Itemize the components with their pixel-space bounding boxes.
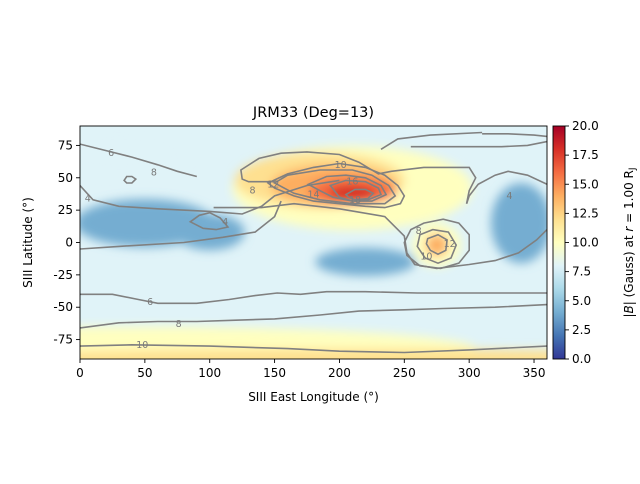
contour-line <box>329 179 383 202</box>
contour-line <box>403 218 470 270</box>
plot-area: 6 8 4 8 4 10 12 14 16 18 8 10 12 4 6 8 10 <box>79 125 548 360</box>
contour-line <box>188 211 230 231</box>
x-axis: 0 50 100 150 200 250 300 350 <box>76 359 545 380</box>
contour-label: 6 <box>108 148 114 159</box>
contour-line <box>306 174 388 202</box>
contour-label: 12 <box>267 179 279 190</box>
contour-line <box>416 228 458 265</box>
chart-title: JRM33 (Deg=13) <box>252 105 374 121</box>
colorbar-tick-label: 5.0 <box>572 294 591 308</box>
contour-label: 10 <box>335 160 347 171</box>
x-tick-label: 100 <box>198 366 221 380</box>
colorbar-gradient <box>552 125 566 360</box>
colorbar: 0.0 2.5 5.0 7.5 10.0 12.5 15.0 17.5 20.0 |B| (Ga… <box>552 119 638 366</box>
contour-line <box>344 188 375 201</box>
y-tick-label: 50 <box>58 171 73 185</box>
contour-line <box>80 303 547 329</box>
contour-line <box>123 175 138 184</box>
contour-label: 10 <box>136 340 148 351</box>
colorbar-tick-label: 12.5 <box>572 206 599 220</box>
contour-label: 10 <box>420 252 432 263</box>
contour-line <box>380 131 483 150</box>
y-axis-label: SIII Latitude (°) <box>21 197 35 288</box>
y-tick-label: -50 <box>53 300 73 314</box>
x-tick-label: 200 <box>328 366 351 380</box>
contour-label: 8 <box>151 168 157 179</box>
contour-label: 14 <box>307 190 319 201</box>
x-tick-label: 50 <box>137 366 152 380</box>
contour-label: 8 <box>176 319 182 330</box>
contour-line <box>80 343 547 354</box>
contour-label: 18 <box>349 195 361 206</box>
x-tick-label: 350 <box>523 366 546 380</box>
colorbar-tick-label: 15.0 <box>572 177 599 191</box>
x-tick-label: 0 <box>76 366 84 380</box>
colorbar-tick-label: 0.0 <box>572 352 591 366</box>
x-tick-label: 250 <box>393 366 416 380</box>
x-tick-label: 300 <box>458 366 481 380</box>
field-contours <box>80 131 547 354</box>
contour-line <box>465 170 547 204</box>
contour-line <box>410 140 547 148</box>
contour-label: 4 <box>85 194 91 205</box>
x-tick-label: 150 <box>263 366 286 380</box>
colorbar-label: |B| (Gauss) at r = 1.00 RJ <box>622 167 638 317</box>
contour-line <box>425 233 448 256</box>
contour-labels: 6 8 4 8 4 10 12 14 16 18 8 10 12 4 6 8 10 <box>85 148 513 351</box>
y-tick-label: 25 <box>58 203 73 217</box>
x-axis-label: SIII East Longitude (°) <box>248 390 379 404</box>
contour-line <box>80 290 547 305</box>
y-tick-label: 0 <box>65 236 73 250</box>
contour-line <box>272 169 397 205</box>
colorbar-tick-label: 2.5 <box>572 323 591 337</box>
contour-label: 4 <box>506 191 512 202</box>
contour-line <box>266 162 406 209</box>
central-low-region <box>315 247 416 276</box>
contour-line <box>482 133 547 138</box>
y-axis: 75 50 25 0 -25 -50 -75 <box>53 138 80 347</box>
contour-label: 6 <box>147 297 153 308</box>
contour-label: 8 <box>249 186 255 197</box>
colorbar-tick-label: 20.0 <box>572 119 599 133</box>
contour-label: 4 <box>222 217 228 228</box>
north-west-region <box>80 129 189 174</box>
colorbar-tick-label: 10.0 <box>572 236 599 250</box>
y-tick-label: -75 <box>53 333 73 347</box>
contour-label: 16 <box>346 177 358 188</box>
colorbar-ticks: 0.0 2.5 5.0 7.5 10.0 12.5 15.0 17.5 20.0 <box>565 119 599 366</box>
west-minimum <box>174 214 245 251</box>
contour-label: 12 <box>444 239 456 250</box>
contour-line <box>80 200 282 250</box>
colorbar-tick-label: 17.5 <box>572 148 599 162</box>
contour-line <box>240 151 477 204</box>
contour-label: 8 <box>416 226 422 237</box>
y-tick-label: -25 <box>53 268 73 282</box>
y-tick-label: 75 <box>58 138 73 152</box>
contour-line <box>80 143 198 178</box>
colorbar-tick-label: 7.5 <box>572 265 591 279</box>
